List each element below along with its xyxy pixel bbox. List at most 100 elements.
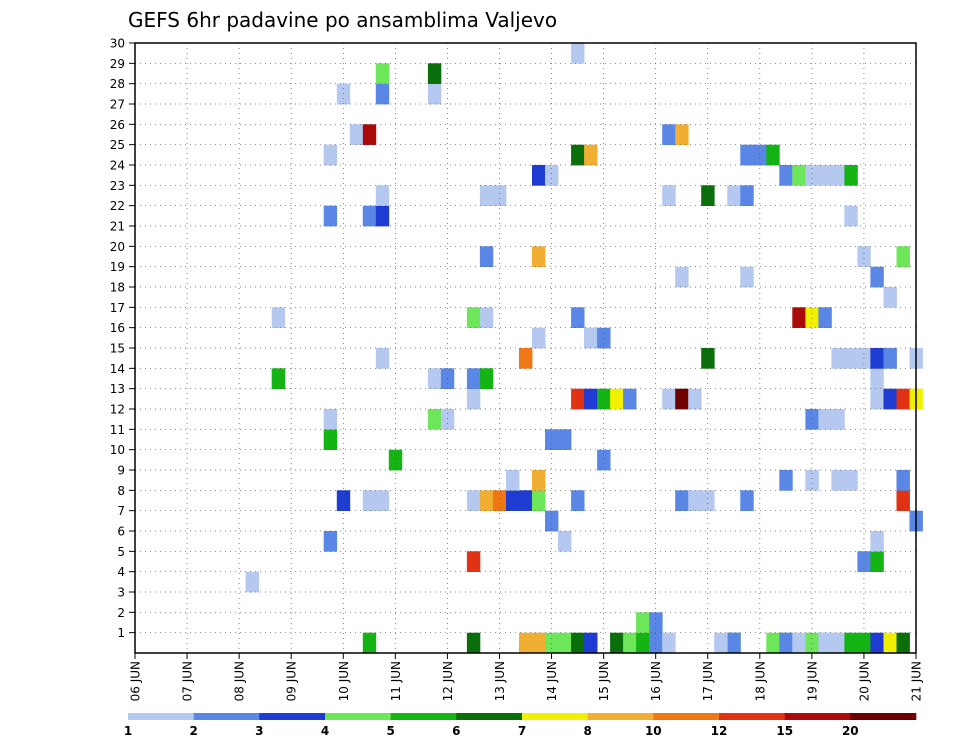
precip-cell	[792, 165, 806, 186]
y-tick-label: 29	[110, 57, 125, 71]
precip-cell	[675, 388, 689, 410]
precip-cell	[844, 205, 858, 227]
x-tick-label: 16 JUN	[649, 661, 663, 701]
precip-cell	[479, 368, 494, 389]
precip-cell	[584, 388, 598, 410]
precip-cell	[662, 185, 676, 206]
precip-cell	[375, 490, 390, 511]
y-tick-label: 20	[110, 240, 125, 254]
precip-cell	[870, 632, 884, 654]
y-tick-label: 5	[117, 545, 125, 559]
precip-cell	[519, 348, 533, 369]
x-tick-label: 18 JUN	[753, 661, 767, 701]
precip-cell	[597, 449, 611, 471]
precip-cell	[675, 266, 689, 288]
precip-cell	[870, 348, 884, 369]
x-tick-label: 19 JUN	[805, 661, 819, 701]
precip-cell	[818, 165, 832, 186]
precip-cell	[805, 409, 819, 430]
x-tick-label: 15 JUN	[597, 661, 611, 701]
precip-cell	[623, 388, 637, 410]
legend-label: 8	[584, 724, 592, 738]
precip-cell	[362, 205, 377, 227]
precip-cell	[831, 409, 845, 430]
precip-cell	[610, 632, 624, 654]
y-tick-label: 7	[117, 504, 125, 518]
precip-cell	[636, 612, 650, 633]
precip-cell	[466, 388, 481, 410]
y-tick-label: 4	[117, 565, 125, 579]
precip-cell	[466, 368, 481, 389]
precip-cell	[375, 205, 390, 227]
precip-cell	[870, 551, 884, 572]
grid-layer	[135, 43, 916, 653]
legend-label: 2	[190, 724, 198, 738]
precip-cell	[532, 490, 546, 511]
precip-cell	[466, 307, 481, 328]
precip-cell	[844, 632, 858, 654]
x-tick-label: 14 JUN	[545, 661, 559, 701]
y-tick-label: 11	[110, 423, 125, 437]
precip-cell	[532, 165, 546, 186]
precip-cell	[506, 470, 520, 491]
precip-cell	[662, 632, 676, 654]
precip-cell	[740, 144, 754, 166]
precip-cell	[675, 490, 689, 511]
legend-swatch	[719, 713, 785, 720]
x-tick-label: 09 JUN	[285, 661, 299, 701]
legend-label: 1	[124, 724, 132, 738]
legend-swatch	[587, 713, 654, 720]
precip-cell	[427, 368, 442, 389]
x-axis: 06 JUN 07 JUN 08 JUN 09 JUN 10 JUN 11 JUN 12 J…	[129, 653, 924, 701]
precip-cell	[271, 368, 286, 389]
legend-label: 20	[842, 724, 859, 738]
legend-swatch	[390, 713, 457, 720]
precip-cell	[870, 368, 884, 389]
precip-cell	[779, 632, 793, 654]
legend-swatch	[522, 713, 588, 720]
precip-cell	[883, 348, 897, 369]
precip-cell	[427, 83, 442, 105]
precip-cell	[323, 409, 338, 430]
precip-cell	[545, 429, 559, 450]
precip-cell	[558, 632, 572, 654]
y-tick-label: 25	[110, 138, 125, 152]
precip-cell	[375, 348, 390, 369]
precip-cell	[245, 571, 259, 593]
legend-label: 3	[255, 724, 263, 738]
precip-cell	[727, 185, 741, 206]
precip-cell	[870, 266, 884, 288]
precip-cell	[375, 83, 390, 105]
precip-cell	[805, 165, 819, 186]
x-tick-label: 08 JUN	[233, 661, 247, 701]
precip-cell	[662, 388, 676, 410]
precip-cell	[688, 490, 702, 511]
precip-cell	[479, 307, 494, 328]
precip-cell	[427, 409, 442, 430]
precip-cell	[532, 327, 546, 349]
precip-cell	[571, 632, 585, 654]
precip-cell	[558, 429, 572, 450]
legend-label: 15	[776, 724, 793, 738]
precip-cell	[740, 266, 754, 288]
precip-cell	[766, 144, 780, 166]
y-tick-label: 19	[110, 260, 125, 274]
precip-cell	[753, 144, 767, 166]
plot-frame	[134, 42, 917, 654]
precip-cell	[844, 470, 858, 491]
x-tick-label: 13 JUN	[493, 661, 507, 701]
precip-cell	[519, 490, 533, 511]
x-tick-label: 07 JUN	[181, 661, 195, 701]
precip-cell	[701, 490, 715, 511]
precip-cell	[792, 307, 806, 328]
legend-label: 5	[387, 724, 395, 738]
legend-label: 7	[518, 724, 526, 738]
precip-cell	[323, 429, 338, 450]
precip-cell	[532, 632, 546, 654]
x-tick-label: 20 JUN	[857, 661, 871, 701]
precip-cell	[375, 185, 390, 206]
precip-cell	[636, 632, 650, 654]
legend-swatch	[325, 713, 391, 720]
precip-cell	[792, 632, 806, 654]
